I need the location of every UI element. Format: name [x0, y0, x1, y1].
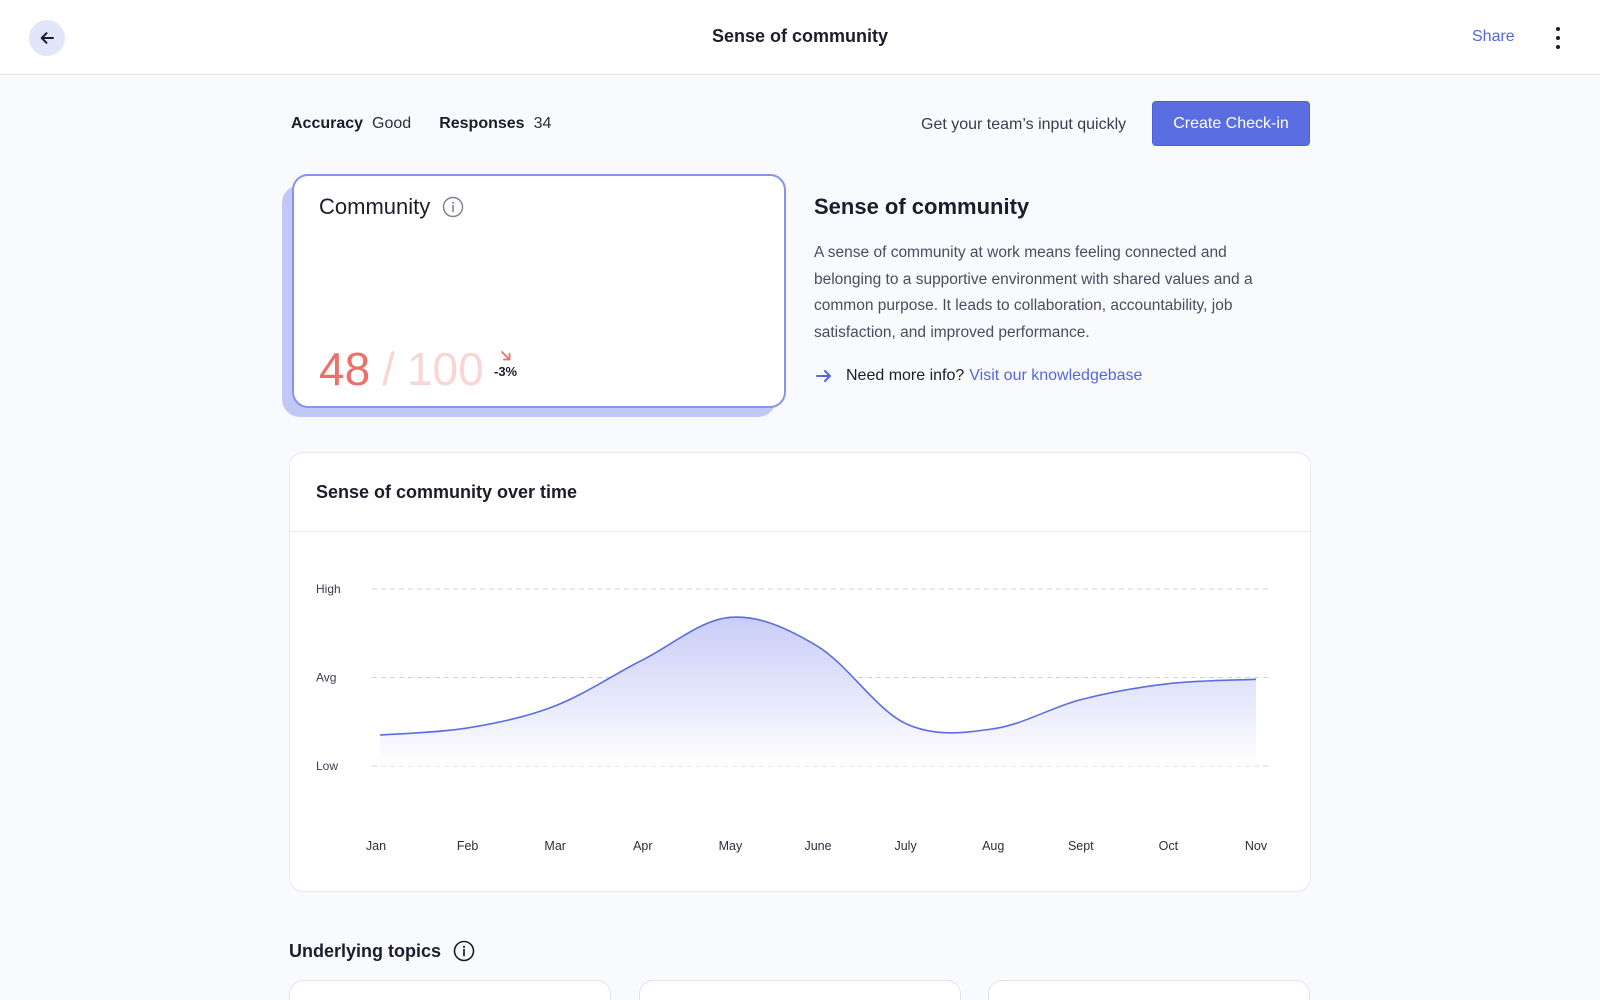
arrow-down-right-icon [500, 351, 510, 361]
chart-title: Sense of community over time [290, 453, 1310, 532]
page-title: Sense of community [711, 26, 889, 46]
more-info-prompt: Need more info? [846, 367, 965, 384]
topic-card[interactable] [289, 980, 611, 1000]
x-tick-label: Oct [1159, 839, 1179, 853]
series-line [379, 616, 1257, 736]
trend-chart: Low Avg High Jan Feb Mar Apr May June July Aug Sept… [316, 582, 1269, 853]
topics-header: Underlying topics [289, 940, 475, 962]
score-value-group: 48 / 100 [319, 342, 484, 396]
series-area [380, 617, 1256, 766]
survey-meta: Accuracy Good Responses 34 [291, 115, 579, 133]
back-button[interactable] [29, 20, 65, 56]
x-tick-label: Aug [982, 839, 1004, 853]
trend-chart-card: Sense of community over time Low Avg High J… [289, 452, 1311, 892]
arrow-right-icon [816, 369, 832, 383]
score-card: Community 48 / 100 -3% [292, 174, 786, 408]
description-body: A sense of community at work means feeli… [814, 244, 1253, 341]
accuracy-value: Good [372, 115, 412, 132]
x-tick-label: Jan [366, 839, 386, 853]
topic-card[interactable] [988, 980, 1310, 1000]
x-tick-label: Mar [544, 839, 566, 853]
info-icon[interactable] [453, 940, 475, 962]
score-delta-value: -3% [494, 364, 518, 379]
score-delta: -3% [494, 350, 517, 379]
check-in-prompt: Get your team’s input quickly [921, 116, 1127, 133]
x-tick-label: Feb [457, 839, 479, 853]
score-value: 48 [319, 343, 371, 395]
info-icon[interactable] [442, 196, 464, 218]
topics-title: Underlying topics [289, 940, 442, 961]
more-info-row: Need more info? Visit our knowledgebase [816, 367, 1142, 385]
y-tick-label: Low [316, 759, 338, 773]
accuracy-label: Accuracy [291, 115, 364, 132]
score-max: 100 [406, 343, 484, 395]
x-tick-label: Sept [1068, 839, 1094, 853]
y-tick-label: High [316, 582, 341, 596]
arrow-left-icon [40, 32, 54, 44]
x-tick-label: Apr [633, 839, 652, 853]
score-card-header: Community [319, 194, 464, 220]
share-button[interactable]: Share [1472, 28, 1515, 45]
create-check-in-button[interactable]: Create Check-in [1152, 101, 1310, 146]
knowledgebase-link[interactable]: Visit our knowledgebase [969, 367, 1143, 384]
y-tick-label: Avg [316, 671, 336, 685]
more-vertical-icon[interactable] [1546, 24, 1570, 52]
x-tick-label: May [719, 839, 743, 853]
responses-value: 34 [533, 115, 552, 132]
topic-card[interactable] [639, 980, 961, 1000]
x-tick-label: Nov [1245, 839, 1268, 853]
x-tick-label: July [894, 839, 917, 853]
x-tick-label: June [804, 839, 831, 853]
description-title: Sense of community [814, 194, 1030, 219]
responses-label: Responses [439, 115, 525, 132]
score-card-title: Community [319, 194, 431, 219]
score-separator: / [382, 343, 395, 395]
top-bar: Sense of community Share [0, 0, 1600, 75]
